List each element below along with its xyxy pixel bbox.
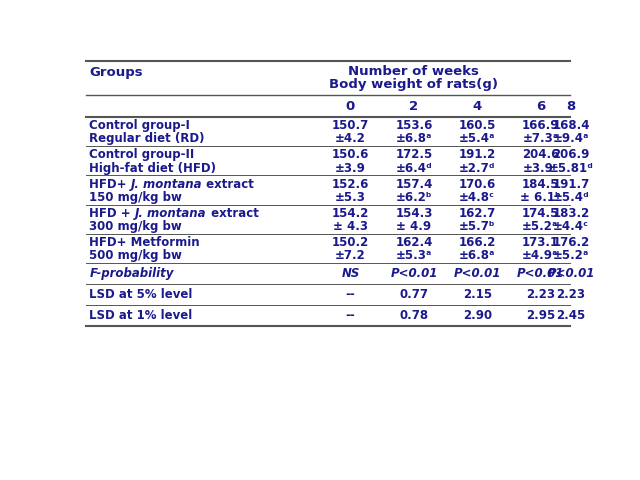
- Text: 2.23: 2.23: [526, 288, 555, 301]
- Text: --: --: [346, 309, 355, 322]
- Text: extract: extract: [207, 207, 259, 220]
- Text: 166.9: 166.9: [522, 119, 559, 132]
- Text: 172.5: 172.5: [396, 148, 433, 161]
- Text: 191.2: 191.2: [459, 148, 496, 161]
- Text: ±5.2ᵃ: ±5.2ᵃ: [553, 250, 589, 263]
- Text: 150.7: 150.7: [332, 119, 369, 132]
- Text: 2.90: 2.90: [463, 309, 492, 322]
- Text: F-probability: F-probability: [90, 267, 173, 280]
- Text: 2.95: 2.95: [525, 309, 555, 322]
- Text: ±5.2ᵃ: ±5.2ᵃ: [522, 220, 559, 233]
- Text: 206.9: 206.9: [552, 148, 589, 161]
- Text: ±5.4ᵈ: ±5.4ᵈ: [553, 191, 589, 204]
- Text: ±5.3ᵃ: ±5.3ᵃ: [396, 250, 432, 263]
- Text: ±6.8ᵃ: ±6.8ᵃ: [459, 250, 495, 263]
- Text: 162.7: 162.7: [459, 207, 496, 220]
- Text: 160.5: 160.5: [458, 119, 496, 132]
- Text: 4: 4: [472, 100, 482, 113]
- Text: ±4.4ᶜ: ±4.4ᶜ: [553, 220, 589, 233]
- Text: ± 6.1ᵇ: ± 6.1ᵇ: [520, 191, 561, 204]
- Text: Number of weeks: Number of weeks: [348, 65, 479, 78]
- Text: ±3.9ᶜ: ±3.9ᶜ: [522, 162, 558, 175]
- Text: ±5.3: ±5.3: [335, 191, 366, 204]
- Text: 154.2: 154.2: [332, 207, 369, 220]
- Text: ±4.2: ±4.2: [335, 132, 366, 145]
- Text: Groups: Groups: [90, 66, 143, 79]
- Text: 170.6: 170.6: [459, 178, 496, 191]
- Text: 150.2: 150.2: [332, 236, 369, 249]
- Text: 150.6: 150.6: [332, 148, 369, 161]
- Text: 184.5: 184.5: [522, 178, 559, 191]
- Text: ±6.2ᵇ: ±6.2ᵇ: [396, 191, 432, 204]
- Text: HFD+ Metformin: HFD+ Metformin: [90, 236, 200, 249]
- Text: 0: 0: [346, 100, 355, 113]
- Text: Body weight of rats(g): Body weight of rats(g): [329, 78, 498, 91]
- Text: ±3.9: ±3.9: [335, 162, 366, 175]
- Text: 6: 6: [536, 100, 545, 113]
- Text: J. montana: J. montana: [135, 207, 207, 220]
- Text: ±4.8ᶜ: ±4.8ᶜ: [460, 191, 495, 204]
- Text: 0.77: 0.77: [399, 288, 429, 301]
- Text: 153.6: 153.6: [396, 119, 433, 132]
- Text: extract: extract: [202, 178, 254, 191]
- Text: 173.1: 173.1: [522, 236, 559, 249]
- Text: ±7.3ᵃ: ±7.3ᵃ: [522, 132, 559, 145]
- Text: LSD at 5% level: LSD at 5% level: [90, 288, 193, 301]
- Text: 154.3: 154.3: [396, 207, 433, 220]
- Text: ±5.7ᵇ: ±5.7ᵇ: [459, 220, 495, 233]
- Text: --: --: [346, 288, 355, 301]
- Text: P<0.01: P<0.01: [454, 267, 501, 280]
- Text: HFD+: HFD+: [90, 178, 131, 191]
- Text: Regular diet (RD): Regular diet (RD): [90, 132, 205, 145]
- Text: P<0.01: P<0.01: [547, 267, 595, 280]
- Text: 204.6: 204.6: [522, 148, 559, 161]
- Text: 2.15: 2.15: [463, 288, 492, 301]
- Text: 2.45: 2.45: [556, 309, 586, 322]
- Text: 174.5: 174.5: [522, 207, 559, 220]
- Text: ±2.7ᵈ: ±2.7ᵈ: [459, 162, 495, 175]
- Text: ± 4.9: ± 4.9: [396, 220, 431, 233]
- Text: 500 mg/kg bw: 500 mg/kg bw: [90, 250, 182, 263]
- Text: ±7.2: ±7.2: [335, 250, 366, 263]
- Text: P<0.01: P<0.01: [516, 267, 564, 280]
- Text: J. montana: J. montana: [131, 178, 202, 191]
- Text: ±5.4ᵃ: ±5.4ᵃ: [459, 132, 495, 145]
- Text: P<0.01: P<0.01: [390, 267, 438, 280]
- Text: ±6.4ᵈ: ±6.4ᵈ: [396, 162, 433, 175]
- Text: 183.2: 183.2: [552, 207, 589, 220]
- Text: ±4.9ᵃ: ±4.9ᵃ: [522, 250, 559, 263]
- Text: 176.2: 176.2: [552, 236, 589, 249]
- Text: ±5.81ᵈ: ±5.81ᵈ: [548, 162, 593, 175]
- Text: Control group-II: Control group-II: [90, 148, 195, 161]
- Text: 300 mg/kg bw: 300 mg/kg bw: [90, 220, 182, 233]
- Text: 166.2: 166.2: [458, 236, 496, 249]
- Text: 8: 8: [566, 100, 575, 113]
- Text: 152.6: 152.6: [332, 178, 369, 191]
- Text: 150 mg/kg bw: 150 mg/kg bw: [90, 191, 182, 204]
- Text: ±9.4ᵃ: ±9.4ᵃ: [553, 132, 589, 145]
- Text: 2: 2: [410, 100, 419, 113]
- Text: High-fat diet (HFD): High-fat diet (HFD): [90, 162, 216, 175]
- Text: 191.7: 191.7: [552, 178, 589, 191]
- Text: LSD at 1% level: LSD at 1% level: [90, 309, 193, 322]
- Text: Control group-I: Control group-I: [90, 119, 190, 132]
- Text: 2.23: 2.23: [556, 288, 586, 301]
- Text: ± 4.3: ± 4.3: [333, 220, 368, 233]
- Text: ±6.8ᵃ: ±6.8ᵃ: [396, 132, 432, 145]
- Text: NS: NS: [341, 267, 360, 280]
- Text: 0.78: 0.78: [399, 309, 429, 322]
- Text: 157.4: 157.4: [396, 178, 433, 191]
- Text: 168.4: 168.4: [552, 119, 589, 132]
- Text: 162.4: 162.4: [396, 236, 433, 249]
- Text: HFD +: HFD +: [90, 207, 135, 220]
